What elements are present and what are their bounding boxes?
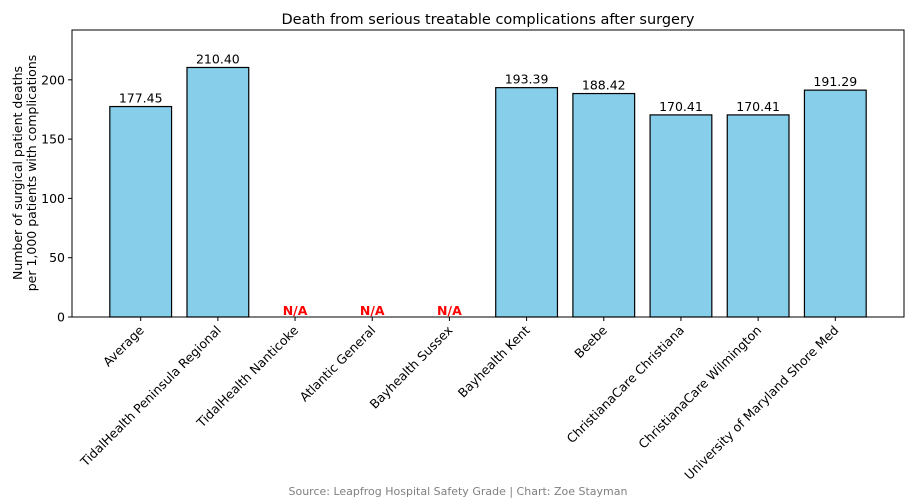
- data-label: 177.45: [119, 91, 163, 106]
- na-label: N/A: [437, 303, 462, 318]
- y-tick-label: 100: [41, 191, 65, 206]
- data-label: 170.41: [736, 99, 780, 114]
- data-label: 210.40: [196, 51, 240, 66]
- x-tick-label: Bayhealth Kent: [455, 322, 533, 400]
- bar: [109, 105, 173, 318]
- x-tick-label: University of Maryland Shore Med: [681, 323, 841, 483]
- y-axis-label-line-1: Number of surgical patient deaths: [10, 66, 25, 280]
- bar: [572, 92, 636, 318]
- y-tick-label: 0: [57, 310, 65, 325]
- y-axis-label-line-2: per 1,000 patients with complications: [24, 55, 39, 292]
- chart-title: Death from serious treatable complicatio…: [281, 12, 694, 28]
- y-tick-label: 200: [41, 72, 65, 87]
- source-footer: Source: Leapfrog Hospital Safety Grade |…: [288, 485, 627, 498]
- x-tick-label: Bayhealth Sussex: [366, 323, 455, 412]
- x-tick-label: Average: [100, 322, 147, 369]
- bar: [649, 114, 713, 318]
- data-label: 191.29: [813, 74, 857, 89]
- x-tick-label: Atlantic General: [296, 323, 378, 405]
- na-label: N/A: [283, 303, 308, 318]
- na-label: N/A: [360, 303, 385, 318]
- bar: [186, 66, 250, 318]
- data-label: 193.39: [505, 72, 549, 87]
- x-tick-label: TidalHealth Peninsula Regional: [77, 323, 224, 470]
- plot-frame: [71, 29, 905, 318]
- x-tick-label: Beebe: [571, 322, 610, 361]
- bar: [803, 89, 867, 318]
- bar: [495, 87, 559, 318]
- y-axis-label: Number of surgical patient deaths per 1,…: [10, 55, 39, 292]
- y-tick-label: 150: [41, 132, 65, 147]
- x-tick-label: ChristianaCare Wilmington: [635, 323, 764, 452]
- bar: [726, 114, 790, 318]
- data-label: 188.42: [582, 78, 626, 93]
- y-tick-label: 50: [49, 250, 65, 265]
- data-label: 170.41: [659, 99, 703, 114]
